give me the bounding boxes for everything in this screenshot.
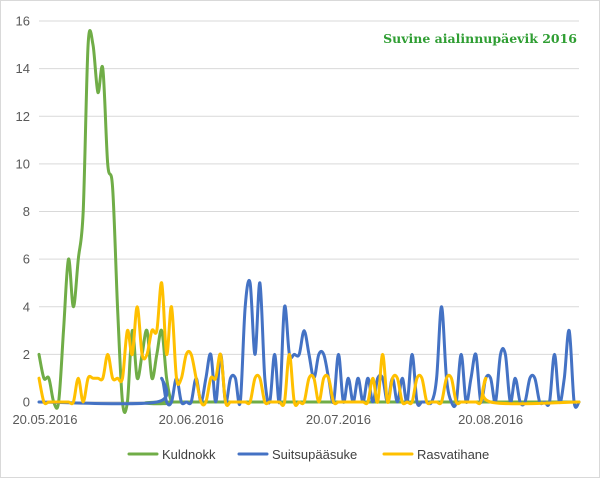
y-tick-label: 14 <box>16 61 30 76</box>
x-tick-label: 20.05.2016 <box>12 412 77 427</box>
series-line-kuldnokk <box>37 29 581 414</box>
y-tick-label: 16 <box>16 14 30 29</box>
y-tick-label: 6 <box>23 252 30 267</box>
x-tick-label: 20.08.2016 <box>458 412 523 427</box>
x-axis-ticks: 20.05.2016 20.06.2016 20.07.2016 20.08.2016 <box>12 412 523 427</box>
legend-label: Rasvatihane <box>417 447 489 462</box>
x-tick-label: 20.07.2016 <box>306 412 371 427</box>
x-tick-label: 20.06.2016 <box>159 412 224 427</box>
y-tick-label: 2 <box>23 347 30 362</box>
series-lines <box>37 29 581 414</box>
chart-title: Suvine aialinnupäevik 2016 <box>383 31 577 46</box>
y-tick-label: 10 <box>16 156 30 171</box>
legend: Kuldnokk Suitsupääsuke Rasvatihane <box>127 447 489 462</box>
y-tick-label: 12 <box>16 109 30 124</box>
legend-label: Kuldnokk <box>162 447 216 462</box>
series-line-rasvatihane <box>37 281 581 407</box>
y-axis-ticks: 0 2 4 6 8 10 12 14 16 <box>16 14 30 410</box>
y-tick-label: 4 <box>23 299 30 314</box>
y-tick-label: 0 <box>23 395 30 410</box>
legend-label: Suitsupääsuke <box>272 447 357 462</box>
y-tick-label: 8 <box>23 204 30 219</box>
